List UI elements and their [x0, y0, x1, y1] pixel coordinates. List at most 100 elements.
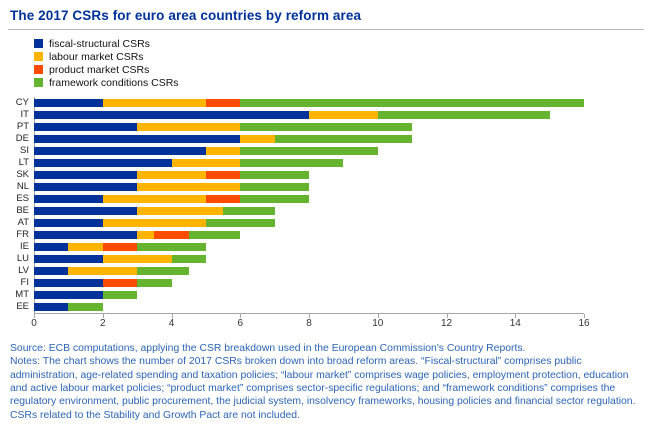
bar-track	[34, 243, 584, 251]
bar-track	[34, 255, 584, 263]
bar-segment	[34, 171, 138, 179]
x-tick-mark	[309, 314, 310, 318]
plot-area: CY IT PT DE SI LT SK NL ES BE AT FR IE LU LV FI MT EE	[8, 97, 644, 313]
bar-segment	[34, 207, 138, 215]
bar-track	[34, 291, 584, 299]
x-tick-label: 0	[31, 318, 37, 329]
bar-track	[34, 219, 584, 227]
bar-segment	[34, 135, 241, 143]
bar-track	[34, 267, 584, 275]
bar-track	[34, 159, 584, 167]
legend-swatch-icon	[34, 78, 43, 87]
legend-swatch-icon	[34, 52, 43, 61]
x-tick-mark	[446, 314, 448, 318]
notes-text: Notes: The chart shows the number of 201…	[10, 356, 636, 421]
bar-segment	[34, 99, 103, 107]
bar-segment	[377, 111, 550, 119]
bar-segment	[102, 219, 206, 227]
country-label: FR	[16, 229, 29, 241]
bar-track	[34, 135, 584, 143]
bar-row: IT	[8, 109, 644, 121]
bar-row: DE	[8, 133, 644, 145]
bar-segment	[240, 159, 344, 167]
bar-track	[34, 111, 584, 119]
bar-row: EE	[8, 301, 644, 313]
y-axis-line	[34, 97, 35, 313]
bar-segment	[154, 231, 189, 239]
country-label: PT	[16, 121, 29, 133]
legend-item: framework conditions CSRs	[34, 76, 644, 89]
bar-segment	[34, 279, 103, 287]
bar-segment	[137, 243, 206, 251]
bar-row: LT	[8, 157, 644, 169]
bar-segment	[137, 123, 241, 131]
bar-segment	[137, 267, 189, 275]
country-label: BE	[16, 205, 29, 217]
x-tick-label: 14	[509, 318, 521, 329]
bar-row: LV	[8, 265, 644, 277]
x-tick-label: 12	[440, 318, 453, 329]
bar-segment	[137, 279, 172, 287]
x-axis-track: 0 2 4 6 8 10 12 14 16	[31, 313, 590, 331]
bar-segment	[240, 99, 584, 107]
bar-segment	[102, 243, 138, 251]
legend-label: fiscal-structural CSRs	[49, 37, 150, 50]
bar-segment	[34, 255, 103, 263]
bar-track	[34, 279, 584, 287]
bar-row: ES	[8, 193, 644, 205]
bar-segment	[137, 231, 155, 239]
bar-row: SI	[8, 145, 644, 157]
bar-row: PT	[8, 121, 644, 133]
bar-segment	[102, 279, 138, 287]
bar-row: FR	[8, 229, 644, 241]
x-tick-label: 10	[372, 318, 384, 329]
x-tick-mark	[240, 314, 242, 318]
legend-label: framework conditions CSRs	[49, 76, 179, 89]
bar-track	[34, 303, 584, 311]
country-label: IT	[20, 109, 29, 121]
bar-segment	[102, 291, 138, 299]
bar-track	[34, 195, 584, 203]
bar-row: CY	[8, 97, 644, 109]
legend-swatch-icon	[34, 39, 43, 48]
x-tick-mark	[377, 314, 379, 318]
bar-segment	[34, 267, 69, 275]
x-tick-label: 16	[578, 318, 590, 329]
x-axis: 0 2 4 6 8 10 12 14 16	[8, 313, 644, 331]
bar-segment	[34, 291, 103, 299]
bar-track	[34, 99, 584, 107]
bar-segment	[34, 231, 138, 239]
country-label: AT	[17, 217, 29, 229]
bar-segment	[223, 207, 275, 215]
bar-segment	[102, 195, 206, 203]
bar-segment	[205, 147, 241, 155]
bar-track	[34, 231, 584, 239]
bar-segment	[137, 207, 224, 215]
bar-segment	[102, 255, 172, 263]
x-tick-label: 2	[99, 318, 106, 329]
country-label: ES	[16, 193, 29, 205]
x-tick-label: 8	[306, 318, 312, 329]
chart-header: The 2017 CSRs for euro area countries by…	[8, 6, 644, 30]
bar-segment	[34, 243, 69, 251]
bar-segment	[240, 195, 309, 203]
bar-segment	[171, 255, 206, 263]
country-label: CY	[15, 97, 29, 109]
country-label: DE	[15, 133, 29, 145]
x-tick-label: 4	[168, 318, 175, 329]
bar-segment	[205, 99, 241, 107]
legend-item: fiscal-structural CSRs	[34, 37, 644, 50]
x-tick-mark	[515, 314, 517, 318]
x-tick-mark	[102, 314, 104, 318]
bar-track	[34, 183, 584, 191]
bar-segment	[34, 111, 309, 119]
bar-segment	[274, 135, 413, 143]
country-label: NL	[16, 181, 29, 193]
bar-row: AT	[8, 217, 644, 229]
bar-segment	[309, 111, 378, 119]
bar-segment	[34, 303, 69, 311]
bar-segment	[205, 195, 241, 203]
bar-row: SK	[8, 169, 644, 181]
bar-track	[34, 147, 584, 155]
